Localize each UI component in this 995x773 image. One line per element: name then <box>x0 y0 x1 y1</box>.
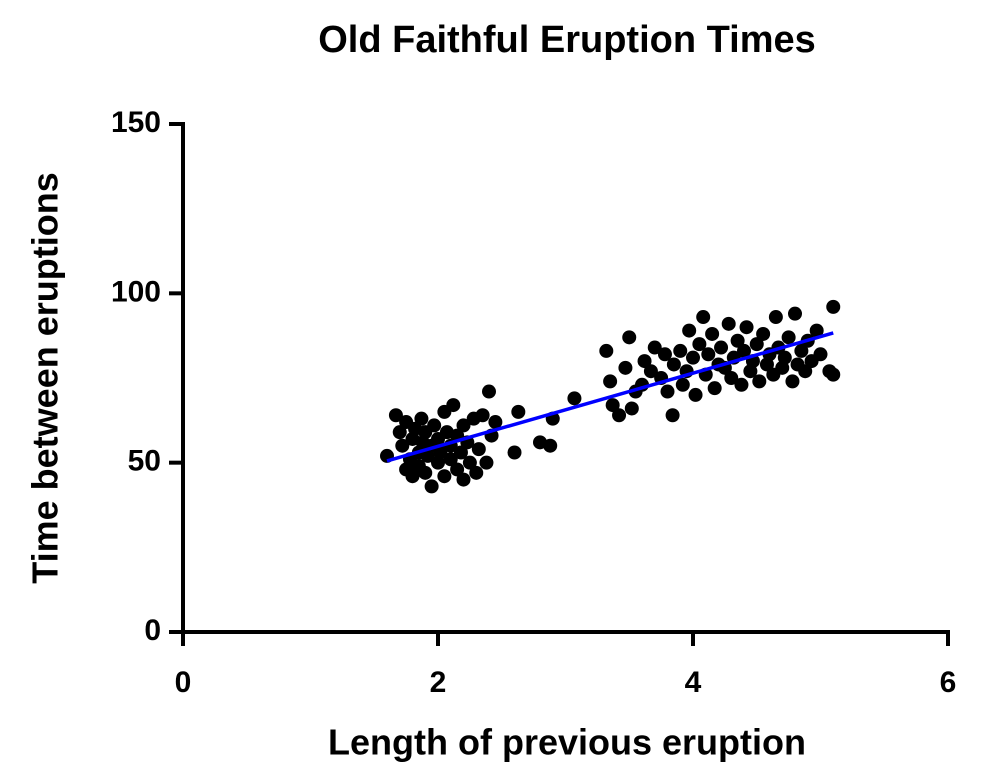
data-point <box>701 347 716 362</box>
data-point <box>686 350 700 365</box>
data-point <box>785 374 800 389</box>
chart-title: Old Faithful Eruption Times <box>318 19 816 61</box>
data-point <box>469 465 484 480</box>
data-point <box>714 340 729 355</box>
data-point <box>692 337 707 352</box>
data-point <box>446 398 461 413</box>
data-point <box>507 445 522 460</box>
fit-line <box>386 331 834 463</box>
data-point <box>721 316 736 331</box>
data-point <box>781 330 796 345</box>
data-point <box>567 391 582 406</box>
data-point <box>794 343 809 358</box>
data-point <box>756 326 771 341</box>
data-point <box>603 374 618 389</box>
data-point <box>456 472 471 487</box>
data-point <box>388 408 403 423</box>
data-point <box>752 374 767 389</box>
x-tick-label: 0 <box>175 666 192 699</box>
data-point <box>479 455 494 470</box>
data-point <box>739 320 754 335</box>
data-point <box>427 418 442 433</box>
x-axis-label: Length of previous eruption <box>328 722 806 763</box>
data-point <box>707 381 722 396</box>
data-point <box>788 306 802 321</box>
data-point <box>482 384 496 399</box>
data-point <box>462 455 477 470</box>
data-point <box>826 299 841 314</box>
data-point <box>730 333 745 348</box>
x-tick-label: 2 <box>430 666 447 699</box>
data-point <box>624 401 639 416</box>
data-point <box>605 398 620 413</box>
data-point <box>599 343 614 358</box>
data-point <box>705 326 720 341</box>
x-tick-label: 4 <box>685 666 702 699</box>
data-point <box>777 350 792 365</box>
data-point <box>414 411 429 426</box>
data-point <box>749 337 764 352</box>
data-point <box>813 347 828 362</box>
data-point <box>433 445 448 460</box>
data-point <box>665 408 680 423</box>
y-tick-label: 0 <box>144 614 161 647</box>
data-point <box>657 347 672 362</box>
data-point <box>666 357 681 372</box>
data-point <box>682 323 697 338</box>
data-point <box>405 469 420 484</box>
data-point <box>643 364 658 379</box>
data-point <box>612 408 627 423</box>
data-point <box>395 438 410 453</box>
data-point <box>737 343 751 358</box>
y-tick-label: 100 <box>111 275 161 308</box>
data-point <box>443 452 458 467</box>
data-point <box>809 323 824 338</box>
data-point <box>475 408 490 423</box>
data-point <box>392 425 407 440</box>
data-point <box>660 384 675 399</box>
data-point <box>734 377 749 392</box>
data-point <box>637 354 652 369</box>
data-point <box>471 442 486 457</box>
data-point <box>618 360 633 375</box>
data-point <box>696 310 711 325</box>
data-point <box>456 418 471 433</box>
data-point <box>768 310 783 325</box>
data-point <box>622 330 637 345</box>
data-point <box>453 445 468 460</box>
y-axis-label: Time between eruptions <box>25 172 66 583</box>
data-point <box>688 387 703 402</box>
data-point <box>673 343 688 358</box>
data-point <box>724 371 739 385</box>
data-point <box>424 479 439 494</box>
data-point <box>826 367 841 382</box>
data-point <box>675 377 690 392</box>
data-point <box>543 438 558 453</box>
data-point <box>450 462 465 477</box>
data-point <box>418 465 433 480</box>
x-tick-label: 6 <box>940 666 957 699</box>
data-point <box>488 415 503 430</box>
y-tick-label: 150 <box>111 106 161 139</box>
data-point <box>647 340 662 355</box>
data-point <box>798 364 813 379</box>
data-point <box>437 469 452 484</box>
data-point <box>511 404 526 419</box>
y-tick-label: 50 <box>128 445 161 478</box>
